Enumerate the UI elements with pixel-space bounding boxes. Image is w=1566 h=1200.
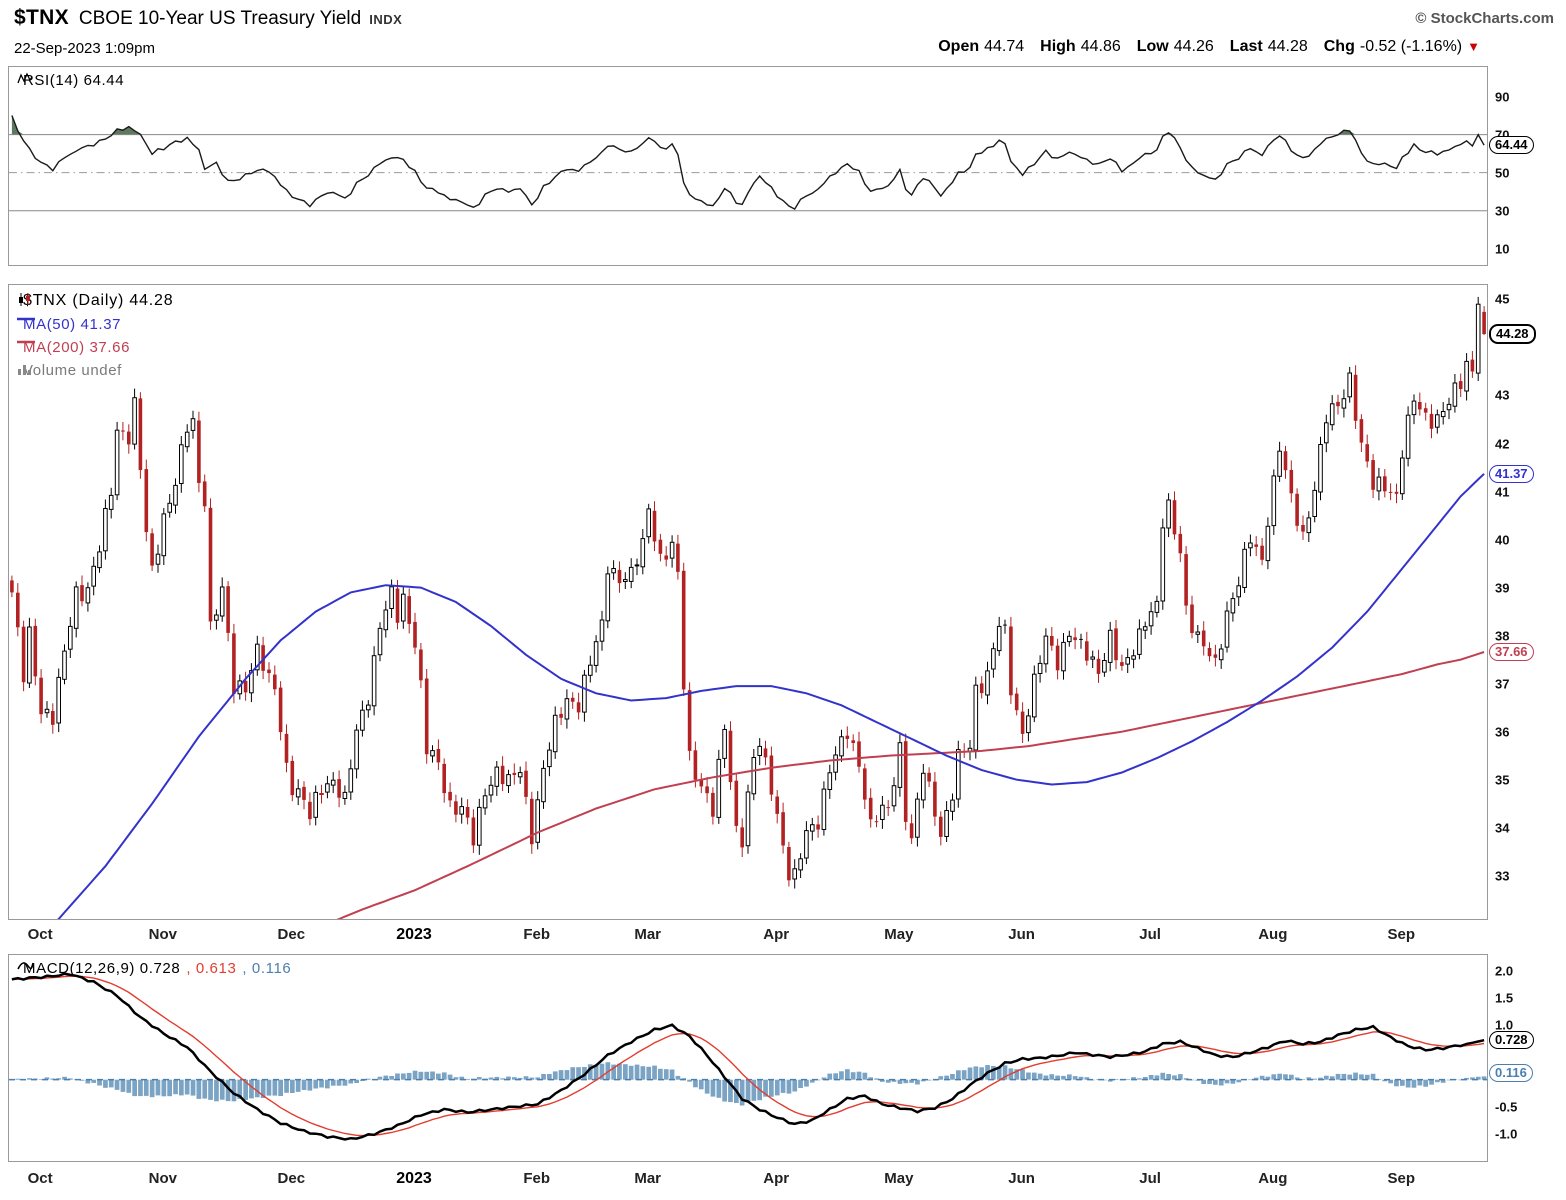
- x-axis-month-label: Sep: [1387, 1170, 1416, 1187]
- last-value: 44.28: [1267, 38, 1308, 55]
- price-value-bubble: 44.28: [1489, 323, 1536, 344]
- price-y-tick: 43: [1495, 387, 1510, 403]
- price-panel: $TNX (Daily) 44.28 MA(50) 41.37 MA(200) …: [8, 284, 1488, 920]
- x-axis-year-label: 2023: [396, 1170, 432, 1187]
- chart-title: CBOE 10-Year US Treasury Yield: [78, 8, 362, 29]
- price-y-tick: 33: [1495, 868, 1510, 884]
- macd-plot: [9, 972, 1487, 1141]
- x-axis-month-label: May: [884, 926, 914, 943]
- macd-y-tick: 1.5: [1495, 990, 1514, 1006]
- macd-value-bubble: 0.728: [1489, 1031, 1534, 1050]
- x-axis-month-label: Feb: [523, 1170, 551, 1187]
- chg-label: Chg: [1323, 38, 1355, 55]
- price-y-tick: 34: [1495, 820, 1510, 836]
- x-axis-month-label: Aug: [1258, 1170, 1288, 1187]
- x-axis-month-label: Jun: [1008, 926, 1035, 943]
- x-axis-month-label: Feb: [523, 926, 551, 943]
- price-x-axis: Oct Nov Dec 2023 Feb Mar Apr May Jun Jul Aug Sep: [8, 922, 1488, 952]
- x-axis-year-label: 2023: [396, 926, 432, 943]
- header: $TNX CBOE 10-Year US Treasury Yield INDX: [14, 6, 402, 30]
- macd-y-tick: 1.0: [1495, 1017, 1514, 1033]
- x-axis-month-label: Jun: [1008, 1170, 1035, 1187]
- price-value-bubble: 37.66: [1489, 642, 1534, 661]
- x-axis-month-label: May: [884, 1170, 914, 1187]
- high-label: High: [1040, 38, 1076, 55]
- macd-value-bubble: 0.116: [1489, 1064, 1533, 1083]
- low-label: Low: [1136, 38, 1169, 55]
- x-axis-month-label: Nov: [148, 926, 177, 943]
- x-axis-month-label: Jul: [1139, 926, 1161, 943]
- quote-bar: Open 44.74 High 44.86 Low 44.26 Last 44.28 Chg -0…: [938, 38, 1480, 56]
- price-y-tick: 41: [1495, 484, 1510, 500]
- change-down-icon: ▼: [1467, 39, 1480, 54]
- low-value: 44.26: [1173, 38, 1214, 55]
- last-label: Last: [1229, 38, 1263, 55]
- open-value: 44.74: [984, 38, 1025, 55]
- x-axis-month-label: Dec: [277, 1170, 306, 1187]
- x-axis-month-label: Jul: [1139, 1170, 1161, 1187]
- open-label: Open: [938, 38, 980, 55]
- rsi-panel: RSI(14) 64.44: [8, 66, 1488, 266]
- x-axis-month-label: Mar: [634, 926, 662, 943]
- macd-y-tick: -1.0: [1495, 1126, 1518, 1142]
- price-y-tick: 36: [1495, 724, 1510, 740]
- price-plot: [10, 296, 1486, 919]
- x-axis-month-label: Apr: [763, 926, 790, 943]
- x-axis-month-label: Sep: [1387, 926, 1416, 943]
- x-axis-month-label: Mar: [634, 1170, 662, 1187]
- stockcharts-watermark: © StockCharts.com: [1415, 10, 1554, 27]
- price-value-bubble: 41.37: [1489, 464, 1534, 483]
- rsi-value-bubble: 64.44: [1489, 136, 1534, 155]
- macd-panel: MACD(12,26,9) 0.728, 0.613, 0.116: [8, 954, 1488, 1162]
- rsi-y-tick: 30: [1495, 203, 1510, 219]
- price-y-tick: 45: [1495, 291, 1510, 307]
- price-y-tick: 42: [1495, 436, 1510, 451]
- x-axis-month-label: Nov: [148, 1170, 177, 1187]
- x-axis-month-label: Dec: [277, 926, 306, 943]
- rsi-y-tick: 10: [1495, 241, 1510, 257]
- macd-y-tick: -0.5: [1495, 1099, 1518, 1115]
- x-axis-month-label: Apr: [763, 1170, 790, 1187]
- x-axis-month-label: Aug: [1258, 926, 1288, 943]
- x-axis-month-label: Oct: [27, 926, 53, 943]
- x-axis-month-label: Oct: [27, 1170, 53, 1187]
- price-y-tick: 39: [1495, 580, 1510, 596]
- macd-x-axis: Oct Nov Dec 2023 Feb Mar Apr May Jun Jul Aug Sep: [8, 1166, 1488, 1196]
- rsi-y-tick: 50: [1495, 165, 1510, 181]
- chg-value: -0.52 (-1.16%): [1359, 38, 1463, 55]
- rsi-y-tick: 90: [1495, 89, 1510, 104]
- ticker-symbol: $TNX: [14, 6, 69, 29]
- price-y-tick: 40: [1495, 532, 1510, 548]
- timestamp: 22-Sep-2023 1:09pm: [14, 40, 155, 57]
- high-value: 44.86: [1080, 38, 1121, 55]
- exchange-label: INDX: [369, 12, 403, 27]
- macd-y-tick: 2.0: [1495, 963, 1514, 979]
- rsi-plot: [9, 115, 1487, 212]
- price-y-tick: 35: [1495, 772, 1510, 788]
- price-y-tick: 38: [1495, 628, 1510, 644]
- price-y-tick: 37: [1495, 676, 1510, 692]
